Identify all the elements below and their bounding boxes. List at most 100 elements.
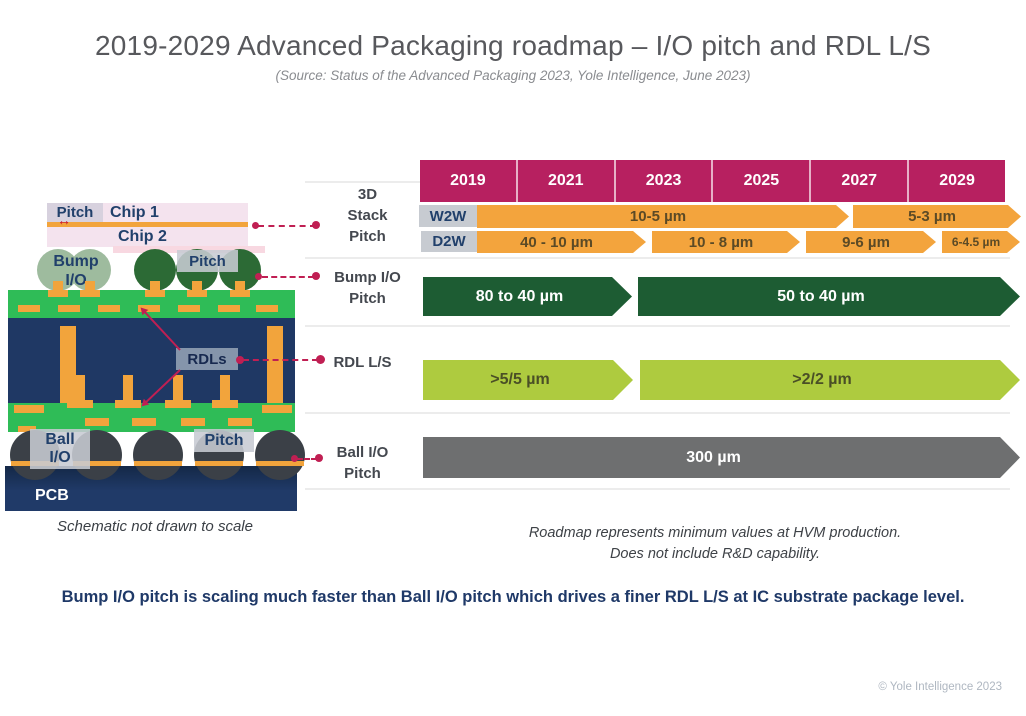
pcb-label: PCB (35, 487, 69, 504)
pad (14, 405, 44, 413)
page-title: 2019-2029 Advanced Packaging roadmap – I… (95, 30, 931, 61)
leader-dot (312, 221, 320, 229)
bump-via (235, 281, 245, 295)
year-cell: 2025 (711, 160, 809, 202)
ball-pad (195, 461, 243, 466)
year-cell: 2019 (450, 172, 486, 189)
pad (80, 290, 100, 297)
rdl-trace (132, 418, 156, 426)
pad (48, 290, 68, 297)
via-stem (75, 375, 85, 403)
pad (145, 290, 165, 297)
roadmap-note: Roadmap represents minimum values at HVM… (528, 525, 902, 562)
row-label-3d-stack: 3D Stack Pitch (347, 186, 388, 245)
bump-via (192, 281, 202, 295)
roadmap-segment: 300 µm (423, 437, 1020, 478)
rdl-trace (181, 418, 205, 426)
rdl-trace (98, 305, 120, 312)
bump-io-label: Bump I/O (53, 253, 99, 289)
bump-via (53, 281, 63, 295)
year-cell: 2029 (907, 160, 1005, 202)
ball-pad (256, 461, 304, 466)
leader-line-bump (262, 276, 314, 278)
leader-dot (255, 273, 262, 280)
ball-io-label: Ball I/O (30, 429, 90, 469)
roadmap-segment: 50 to 40 µm (638, 277, 1020, 316)
ball-pad (134, 461, 182, 466)
year-cell: 2021 (515, 160, 614, 202)
rdl-trace (218, 305, 240, 312)
tsv-column (60, 326, 76, 405)
tsv-column (267, 326, 283, 405)
rdl-layer-bottom (8, 403, 295, 432)
row-divider (305, 325, 1010, 327)
bump-via (85, 281, 95, 295)
schematic-caption: Schematic not drawn to scale (57, 518, 253, 535)
pad (230, 290, 250, 297)
row-divider (305, 181, 420, 183)
bump-via (150, 281, 160, 295)
leader-line-ball (297, 458, 317, 460)
via-foot (67, 400, 93, 408)
pitch-double-arrow-icon: ↔ (57, 212, 71, 228)
roadmap-segment: >2/2 µm (640, 360, 1020, 400)
roadmap-segment: 80 to 40 µm (423, 277, 632, 316)
roadmap-segment: 9-6 µm (806, 231, 936, 253)
row-divider (305, 257, 1010, 259)
rdl-trace (18, 305, 40, 312)
row-divider (305, 488, 1010, 490)
roadmap-segment: >5/5 µm (423, 360, 633, 400)
rdl-trace (58, 305, 80, 312)
row-label-bump-io: Bump I/O Pitch (334, 269, 401, 307)
via-foot (212, 400, 238, 408)
chip1-label: Chip 1 (110, 204, 159, 221)
leader-dot (312, 272, 320, 280)
pad (187, 290, 207, 297)
substrate-core (8, 318, 295, 405)
rdls-label: RDLs (176, 348, 238, 370)
via-stem (173, 375, 183, 403)
year-cell: 2023 (613, 160, 712, 202)
rdl-trace (18, 426, 36, 432)
tag-d2w: D2W (421, 231, 477, 252)
ball-pad (73, 461, 121, 466)
roadmap-segment: 5-3 µm (853, 205, 1021, 228)
via-foot (165, 400, 191, 408)
roadmap-segment: 40 - 10 µm (477, 231, 646, 253)
rdl-trace (178, 305, 200, 312)
leader-dot (236, 356, 244, 364)
chip2-body (47, 227, 248, 247)
leader-dot (315, 454, 323, 462)
bump-pitch-label: Pitch (177, 250, 238, 272)
chip2-label: Chip 2 (118, 228, 167, 245)
tag-w2w: W2W (419, 205, 477, 227)
roadmap-segment: 10 - 8 µm (652, 231, 800, 253)
ball-pitch-label: Pitch (194, 429, 254, 452)
chip-pitch-label: Pitch (47, 203, 103, 222)
via-stem (220, 375, 230, 403)
pad (262, 405, 292, 413)
rdl-trace (138, 305, 160, 312)
year-cell: 2027 (809, 160, 907, 202)
leader-line-3d-stack (258, 225, 316, 227)
year-header: 2019 2021 2023 2025 2027 2029 (420, 160, 1005, 202)
rdl-trace (256, 305, 278, 312)
leader-dot (316, 355, 325, 364)
row-label-rdl-ls: RDL L/S (333, 354, 392, 371)
via-stem (123, 375, 133, 403)
roadmap-segment: 6-4.5 µm (942, 231, 1020, 253)
leader-dot (252, 222, 259, 229)
bond-line (47, 222, 248, 227)
solder-ball (255, 430, 305, 480)
row-divider (305, 412, 1010, 414)
key-takeaway: Bump I/O pitch is scaling much faster th… (61, 588, 965, 606)
solder-ball (133, 430, 183, 480)
leader-dot (291, 455, 298, 462)
rdl-trace (85, 418, 109, 426)
row-label-ball-io: Ball I/O Pitch (336, 444, 389, 482)
rdl-trace (228, 418, 252, 426)
source-subtitle: (Source: Status of the Advanced Packagin… (275, 68, 751, 83)
copyright-notice: © Yole Intelligence 2023 (878, 681, 1002, 693)
roadmap-segment: 10-5 µm (477, 205, 849, 228)
